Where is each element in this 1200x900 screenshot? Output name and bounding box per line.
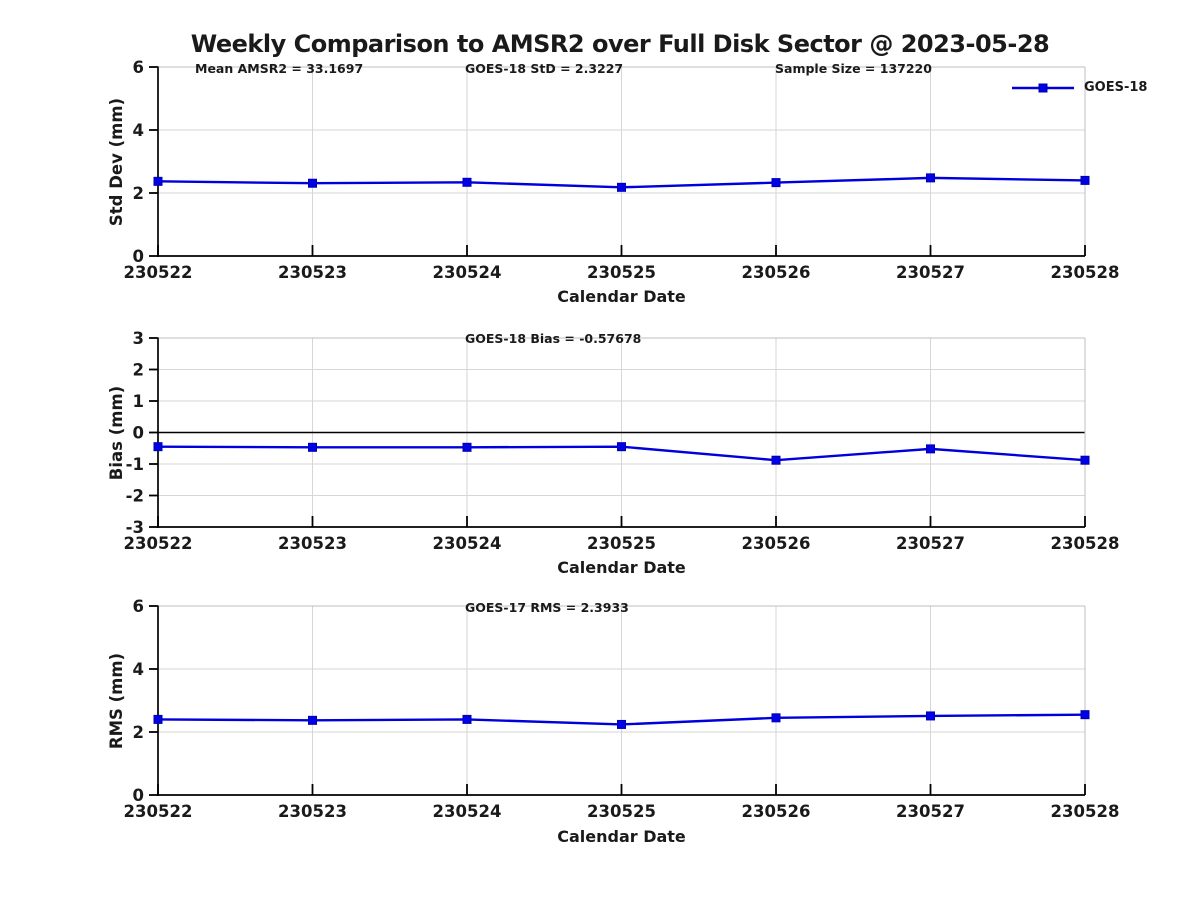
annotation-goes18-bias: GOES-18 Bias = -0.57678 — [465, 331, 642, 346]
x-axis-label-middle: Calendar Date — [557, 558, 686, 577]
data-point-marker — [462, 442, 472, 452]
data-point-marker — [926, 173, 935, 183]
x-tick-label: 230523 — [278, 802, 347, 821]
data-point-marker — [308, 178, 317, 188]
x-tick-label: 230522 — [124, 802, 193, 821]
data-point-marker — [926, 711, 935, 721]
y-tick-label: -1 — [126, 455, 144, 474]
annotation-sample-size: Sample Size = 137220 — [775, 61, 932, 76]
y-tick-label: 4 — [133, 121, 144, 140]
y-tick-label: 2 — [133, 361, 144, 380]
figure-title: Weekly Comparison to AMSR2 over Full Dis… — [190, 30, 1050, 58]
data-point-marker — [462, 177, 472, 187]
y-tick-label: 6 — [133, 60, 144, 77]
data-point-marker — [1080, 455, 1090, 465]
x-tick-label: 230525 — [587, 263, 656, 282]
y-tick-label: 2 — [133, 184, 144, 203]
x-tick-label: 230528 — [1051, 802, 1120, 821]
x-tick-label: 230526 — [742, 263, 811, 282]
x-tick-label: 230527 — [896, 534, 965, 553]
data-point-marker — [308, 442, 317, 452]
y-tick-label: 3 — [133, 330, 144, 348]
data-point-marker — [153, 714, 163, 724]
legend: GOES-18 — [1012, 80, 1147, 95]
x-tick-label: 230527 — [896, 802, 965, 821]
x-tick-label: 230525 — [587, 534, 656, 553]
bias-chart: 230522 230523 230524 230525 230526 230527 2305… — [124, 330, 1120, 553]
legend-label: GOES-18 — [1084, 80, 1148, 95]
data-point-marker — [771, 178, 781, 188]
stddev-chart: 230522 230523 230524 230525 230526 230527 2305… — [124, 60, 1120, 282]
x-tick-label: 230522 — [124, 263, 193, 282]
x-tick-label: 230523 — [278, 263, 347, 282]
data-point-marker — [771, 455, 781, 465]
y-tick-label: 6 — [133, 598, 144, 616]
y-axis-label-rms: RMS (mm) — [107, 652, 126, 750]
x-tick-label: 230528 — [1051, 263, 1120, 282]
annotation-goes17-rms: GOES-17 RMS = 2.3933 — [465, 600, 629, 615]
x-axis-label-top: Calendar Date — [557, 287, 686, 306]
y-tick-label: -2 — [126, 487, 144, 506]
x-tick-label: 230524 — [433, 802, 502, 821]
y-tick-label: 1 — [133, 392, 144, 411]
rms-chart: 230522 230523 230524 230525 230526 230527 2305… — [124, 598, 1120, 821]
y-tick-label: 2 — [133, 723, 144, 742]
x-tick-label: 230524 — [433, 534, 502, 553]
data-point-marker — [308, 715, 317, 725]
x-tick-label: 230526 — [742, 534, 811, 553]
x-tick-label: 230528 — [1051, 534, 1120, 553]
y-tick-label: 0 — [133, 247, 144, 266]
x-tick-label: 230525 — [587, 802, 656, 821]
y-tick-label: 0 — [133, 424, 144, 443]
data-point-marker — [153, 442, 163, 452]
x-tick-label: 230523 — [278, 534, 347, 553]
data-point-marker — [617, 719, 626, 729]
data-point-marker — [771, 713, 781, 723]
x-tick-label: 230526 — [742, 802, 811, 821]
data-point-marker — [1080, 710, 1090, 720]
data-point-marker — [926, 444, 935, 454]
data-point-marker — [617, 442, 626, 452]
y-tick-label: 0 — [133, 786, 144, 805]
annotation-goes18-std: GOES-18 StD = 2.3227 — [465, 61, 624, 76]
data-point-marker — [1080, 175, 1090, 185]
y-axis-label-stddev: Std Dev (mm) — [107, 97, 126, 227]
x-tick-label: 230522 — [124, 534, 193, 553]
y-tick-label: -3 — [126, 518, 144, 537]
y-axis-label-bias: Bias (mm) — [107, 385, 126, 481]
x-tick-label: 230527 — [896, 263, 965, 282]
data-point-marker — [153, 176, 163, 186]
legend-line-sample-icon — [1012, 83, 1074, 92]
y-tick-label: 4 — [133, 660, 144, 679]
annotation-mean-amsr2: Mean AMSR2 = 33.1697 — [195, 61, 364, 76]
x-axis-label-bottom: Calendar Date — [557, 827, 686, 846]
x-tick-label: 230524 — [433, 263, 502, 282]
legend-marker — [1038, 83, 1048, 92]
data-point-marker — [462, 714, 472, 724]
data-point-marker — [617, 182, 626, 192]
